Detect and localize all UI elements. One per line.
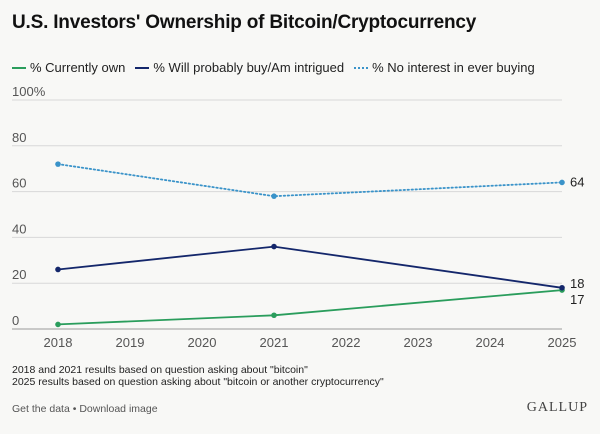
- data-point: [55, 266, 61, 273]
- series-line: [57, 245, 563, 289]
- legend-item-will-buy[interactable]: % Will probably buy/Am intrigued: [135, 60, 344, 75]
- y-tick-label: 0: [12, 313, 19, 328]
- x-tick-label: 2025: [548, 335, 577, 350]
- end-value-label: 18: [570, 276, 584, 291]
- legend-swatch-blue: [354, 66, 369, 69]
- y-tick-label: 60: [12, 176, 26, 191]
- download-image-link[interactable]: Download image: [79, 403, 158, 415]
- y-tick-label: 80: [12, 130, 26, 145]
- data-point: [271, 193, 277, 199]
- x-tick-label: 2022: [332, 335, 361, 350]
- gallup-logo: GALLUP: [526, 400, 588, 415]
- chart-notes: 2018 and 2021 results based on question …: [12, 364, 384, 388]
- legend-item-currently-own[interactable]: % Currently own: [12, 60, 125, 75]
- footer-links: Get the data • Download image: [12, 403, 158, 415]
- chart-title: U.S. Investors' Ownership of Bitcoin/Cry…: [12, 12, 477, 33]
- y-tick-label: 20: [12, 267, 26, 282]
- y-tick-label: 100%: [12, 84, 46, 99]
- data-point: [55, 161, 61, 167]
- end-value-label: 64: [570, 174, 584, 189]
- separator-dot: •: [72, 403, 77, 415]
- legend-swatch-navy: [135, 66, 150, 69]
- x-tick-label: 2020: [188, 335, 217, 350]
- note-line: 2025 results based on question asking ab…: [12, 376, 384, 388]
- legend-label: % No interest in ever buying: [372, 60, 535, 75]
- legend-label: % Currently own: [30, 60, 126, 75]
- x-tick-label: 2023: [404, 335, 433, 350]
- series-line: [57, 289, 563, 326]
- data-point: [271, 312, 277, 319]
- data-point: [559, 284, 565, 291]
- end-value-label: 17: [570, 292, 584, 307]
- data-point: [271, 243, 277, 250]
- legend-swatch-green: [12, 66, 26, 69]
- x-tick-label: 2021: [260, 335, 289, 350]
- data-point: [559, 179, 565, 186]
- y-tick-label: 40: [12, 221, 26, 236]
- note-line: 2018 and 2021 results based on question …: [12, 364, 308, 376]
- data-point: [55, 321, 61, 328]
- x-tick-label: 2018: [44, 335, 73, 350]
- x-tick-label: 2024: [476, 335, 505, 350]
- get-data-link[interactable]: Get the data: [12, 403, 70, 415]
- legend-label: % Will probably buy/Am intrigued: [153, 60, 345, 75]
- legend: % Currently own % Will probably buy/Am i…: [12, 60, 545, 75]
- x-tick-label: 2019: [116, 335, 145, 350]
- legend-item-no-interest[interactable]: % No interest in ever buying: [354, 60, 535, 75]
